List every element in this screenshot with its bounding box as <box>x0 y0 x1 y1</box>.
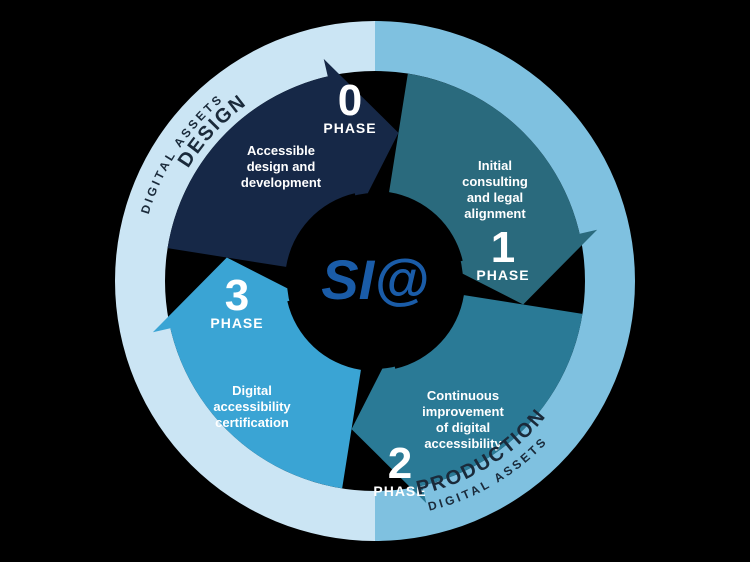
phase-3-desc-line: Digital <box>232 383 272 398</box>
phase-2-desc-line: improvement <box>422 404 504 419</box>
center-logo: SI@ <box>321 248 429 311</box>
phase-1-desc-line: and legal <box>467 190 523 205</box>
phase-3-word: PHASE <box>210 315 263 331</box>
phase-0-desc-line: development <box>241 175 322 190</box>
phase-2-desc-line: Continuous <box>427 388 499 403</box>
phase-0-number: 0 <box>338 76 362 125</box>
phase-2-desc-line: of digital <box>436 420 490 435</box>
circular-process-diagram: SI@0PHASEAccessibledesign anddevelopment… <box>0 0 750 562</box>
phase-3-desc-line: accessibility <box>213 399 291 414</box>
phase-1-number: 1 <box>491 223 515 272</box>
phase-1-word: PHASE <box>476 267 529 283</box>
phase-0-word: PHASE <box>323 120 376 136</box>
phase-1-desc-line: alignment <box>464 206 526 221</box>
phase-0-desc-line: Accessible <box>247 143 315 158</box>
phase-3-desc-line: certification <box>215 415 289 430</box>
phase-1-desc-line: Initial <box>478 158 512 173</box>
phase-1-desc-line: consulting <box>462 174 528 189</box>
phase-2-number: 2 <box>388 439 412 488</box>
phase-0-desc-line: design and <box>247 159 316 174</box>
phase-3-number: 3 <box>225 271 249 320</box>
